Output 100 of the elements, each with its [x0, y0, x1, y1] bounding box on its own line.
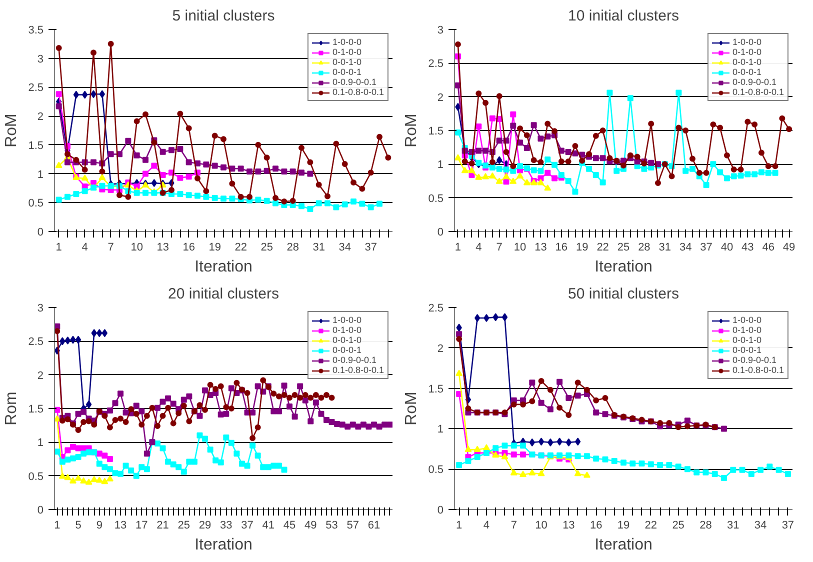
- y-axis-title: RoM: [403, 392, 420, 426]
- x-tick-label: 34: [679, 242, 692, 254]
- y-tick-label: 2.5: [428, 58, 444, 70]
- x-tick-label: 17: [136, 520, 148, 532]
- x-tick-label: 19: [576, 242, 588, 254]
- y-axis-title: RoM: [403, 114, 420, 148]
- x-tick-label: 7: [510, 520, 517, 532]
- legend-label: 1-0-0-0: [332, 315, 362, 325]
- chart-title: 20 initial clusters: [168, 286, 279, 302]
- x-tick-label: 61: [368, 520, 380, 532]
- y-tick-label: 0: [437, 504, 444, 516]
- legend-label: 0-1-0-0: [732, 325, 762, 335]
- y-tick-label: 3.5: [28, 24, 44, 36]
- x-tick-label: 1: [56, 242, 62, 254]
- y-tick-label: 2: [437, 342, 444, 355]
- legend-label: 0-0-0-1: [732, 345, 762, 355]
- legend-label: 0-0-0-1: [332, 67, 362, 77]
- y-axis-title: RoM: [3, 114, 20, 148]
- x-tick-label: 10: [130, 242, 143, 254]
- y-tick-label: 1: [437, 424, 444, 436]
- y-tick-label: 1: [37, 437, 44, 450]
- x-tick-label: 37: [700, 242, 712, 254]
- x-tick-label: 28: [286, 242, 299, 254]
- x-tick-label: 1: [456, 520, 462, 532]
- x-tick-label: 34: [754, 520, 767, 532]
- x-tick-label: 49: [304, 520, 317, 532]
- x-axis-title: Iteration: [194, 536, 252, 554]
- x-tick-label: 1: [454, 242, 462, 254]
- y-tick-label: 1.5: [28, 404, 44, 416]
- chart-title: 50 initial clusters: [568, 286, 679, 302]
- x-tick-label: 37: [364, 242, 377, 254]
- legend-label: 0-0-0-1: [732, 67, 762, 77]
- x-tick-label: 22: [596, 242, 609, 254]
- x-tick-label: 46: [762, 242, 774, 254]
- x-tick-label: 4: [476, 242, 482, 254]
- x-tick-label: 10: [514, 242, 526, 254]
- x-tick-label: 13: [114, 520, 127, 532]
- x-tick-label: 31: [727, 520, 740, 532]
- y-tick-label: 0: [437, 226, 444, 238]
- x-tick-label: 49: [782, 242, 796, 254]
- y-tick-label: 1.5: [28, 140, 44, 152]
- x-tick-label: 31: [312, 242, 325, 254]
- legend-label: 0-0-1-0: [332, 57, 362, 67]
- x-tick-label: 57: [346, 520, 360, 532]
- legend-label: 0-0.9-0-0.1: [332, 355, 376, 365]
- x-axis-title: Iteration: [194, 258, 252, 276]
- x-tick-label: 28: [638, 242, 650, 254]
- x-tick-label: 37: [782, 520, 794, 532]
- legend-label: 0.1-0.8-0-0.1: [332, 365, 384, 375]
- x-tick-label: 7: [496, 242, 502, 254]
- x-tick-label: 31: [658, 242, 672, 254]
- x-tick-label: 37: [241, 520, 254, 532]
- legend-label: 0-0.9-0-0.1: [732, 77, 776, 87]
- y-tick-label: 0.5: [28, 198, 44, 210]
- y-tick-label: 2.5: [28, 82, 44, 94]
- legend-label: 1-0-0-0: [732, 37, 762, 47]
- x-axis-title: Iteration: [594, 536, 652, 554]
- legend-label: 0.1-0.8-0-0.1: [332, 87, 384, 97]
- x-tick-label: 43: [742, 242, 754, 254]
- x-tick-label: 10: [535, 520, 548, 532]
- x-tick-label: 45: [283, 520, 296, 532]
- y-tick-label: 1.5: [428, 383, 444, 396]
- legend-label: 0.1-0.8-0-0.1: [732, 87, 784, 97]
- legend-label: 0-0-1-0: [732, 335, 762, 345]
- y-tick-label: 2.5: [428, 302, 444, 314]
- y-tick-label: 3: [437, 24, 444, 36]
- legend-label: 0.1-0.8-0-0.1: [732, 365, 784, 375]
- x-tick-label: 40: [720, 242, 734, 254]
- x-tick-label: 22: [234, 242, 247, 254]
- legend-label: 1-0-0-0: [732, 315, 762, 325]
- x-tick-label: 34: [338, 242, 351, 254]
- legend-label: 1-0-0-0: [332, 37, 362, 47]
- x-tick-label: 16: [182, 242, 195, 254]
- y-tick-label: 3: [37, 302, 44, 314]
- y-tick-label: 2: [437, 92, 444, 104]
- x-tick-label: 13: [534, 242, 547, 254]
- y-tick-label: 1: [437, 159, 444, 172]
- legend-label: 0-0.9-0-0.1: [732, 355, 776, 365]
- legend-label: 0-0-0-1: [332, 345, 362, 355]
- x-tick-label: 25: [178, 520, 190, 532]
- y-tick-label: 0.5: [28, 470, 44, 483]
- x-tick-label: 9: [96, 520, 102, 532]
- y-tick-label: 0: [37, 504, 44, 516]
- x-tick-label: 1: [54, 520, 60, 532]
- chart-title: 5 initial clusters: [172, 8, 275, 24]
- x-tick-label: 16: [555, 242, 568, 254]
- x-tick-label: 28: [700, 520, 712, 532]
- y-tick-label: 2: [37, 111, 44, 124]
- y-tick-label: 2: [37, 370, 44, 382]
- x-tick-label: 25: [672, 520, 684, 532]
- x-tick-label: 33: [220, 520, 232, 532]
- y-tick-label: 0.5: [428, 464, 444, 476]
- x-tick-label: 53: [326, 520, 338, 532]
- y-tick-label: 1.5: [428, 126, 444, 138]
- x-tick-label: 29: [198, 520, 212, 532]
- x-tick-label: 21: [156, 520, 169, 532]
- x-tick-label: 4: [483, 520, 490, 532]
- x-tick-label: 13: [156, 242, 169, 254]
- x-tick-label: 5: [75, 520, 82, 532]
- x-tick-label: 25: [260, 242, 273, 254]
